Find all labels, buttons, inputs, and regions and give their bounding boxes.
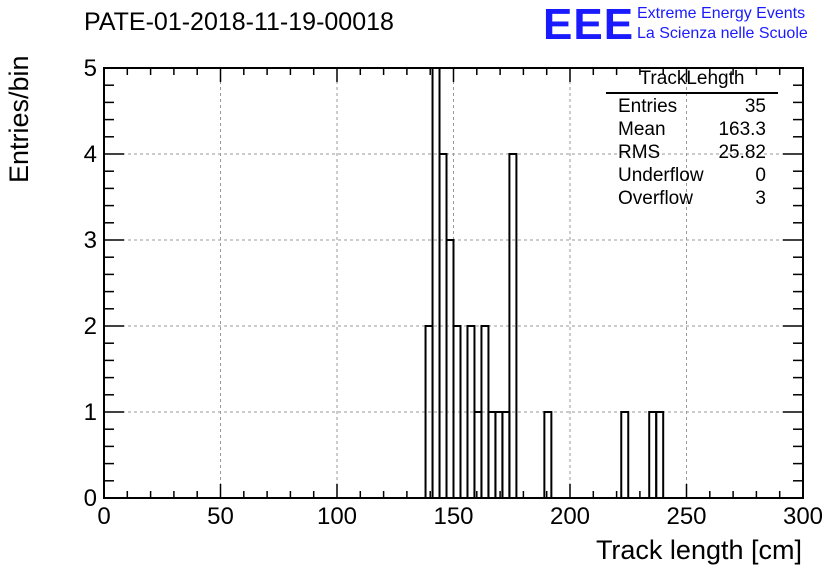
- stats-label: RMS: [618, 142, 661, 163]
- histogram-bin: [655, 411, 665, 498]
- x-tick-label: 150: [433, 503, 473, 530]
- stats-box: TrackLength Entries 35 Mean 163.3 RMS 25.82…: [606, 68, 778, 210]
- histogram-bin: [620, 411, 630, 498]
- stats-title: TrackLength: [606, 68, 778, 94]
- stats-value: 3: [755, 188, 766, 209]
- histogram-bin: [445, 239, 455, 498]
- histogram-bin: [473, 411, 483, 498]
- histogram-bin: [487, 411, 497, 498]
- y-tick-label: 2: [84, 313, 97, 340]
- histogram-bin: [508, 153, 518, 498]
- y-axis-label: Entries/bin: [4, 55, 34, 183]
- histogram-bin: [501, 411, 511, 498]
- eee-logo: EEE: [543, 0, 635, 49]
- histogram-bin: [431, 67, 441, 498]
- stats-value: 0: [755, 165, 766, 186]
- y-tick-label: 5: [84, 55, 97, 82]
- stats-label: Entries: [618, 96, 678, 117]
- x-tick-label: 0: [97, 503, 110, 530]
- histogram-bin: [494, 411, 504, 498]
- y-tick-label: 4: [84, 141, 97, 168]
- axis-tick-labels: 0 50 100 150 200 250 300 0 1 2 3 4 5: [84, 55, 823, 530]
- stats-value: 25.82: [718, 142, 766, 163]
- x-tick-label: 200: [550, 503, 590, 530]
- stats-label: Mean: [618, 119, 666, 140]
- x-tick-label: 250: [666, 503, 706, 530]
- stats-row-mean: Mean 163.3: [606, 118, 778, 141]
- x-tick-label: 100: [317, 503, 357, 530]
- logo-line-1: Extreme Energy Events: [637, 5, 806, 22]
- stats-row-entries: Entries 35: [606, 95, 778, 118]
- stats-row-overflow: Overflow 3: [606, 187, 778, 210]
- chart-title: PATE-01-2018-11-19-00018: [84, 8, 394, 36]
- histogram-bin: [543, 411, 553, 498]
- histogram-bin: [452, 325, 462, 498]
- y-tick-label: 1: [84, 399, 97, 426]
- x-axis-label: Track length [cm]: [595, 535, 802, 565]
- stats-value: 35: [744, 96, 766, 117]
- y-tick-label: 3: [84, 227, 97, 254]
- stats-row-underflow: Underflow 0: [606, 164, 778, 187]
- x-tick-label: 50: [207, 503, 234, 530]
- stats-label: Overflow: [618, 188, 693, 209]
- x-tick-label: 300: [783, 503, 823, 530]
- stats-label: Underflow: [618, 165, 704, 186]
- histogram-bin: [648, 411, 658, 498]
- logo-line-2: La Scienza nelle Scuole: [637, 25, 808, 42]
- stats-row-rms: RMS 25.82: [606, 141, 778, 164]
- stats-value: 163.3: [718, 119, 766, 140]
- y-tick-label: 0: [84, 485, 97, 512]
- axis-ticks: [103, 67, 804, 499]
